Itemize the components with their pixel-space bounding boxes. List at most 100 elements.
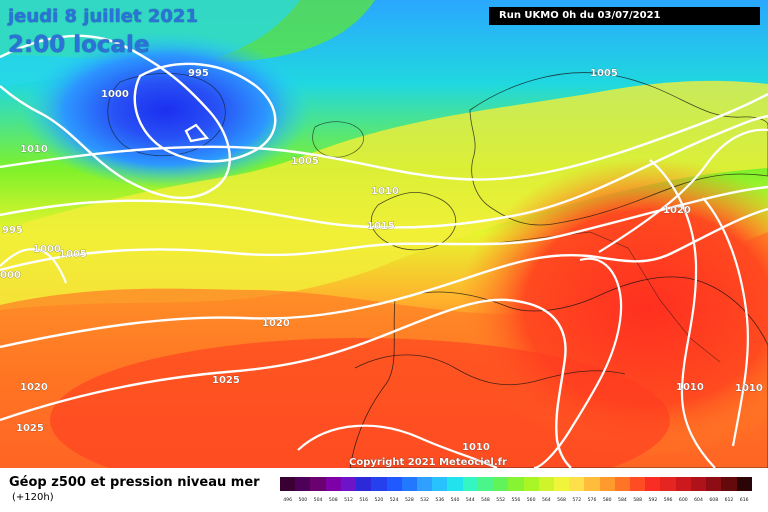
colorbar-tick-label: 588: [633, 498, 643, 503]
british-isles-coastline: [370, 191, 457, 251]
colorbar-swatch: [660, 477, 676, 491]
colorbar-tick-label: 568: [557, 498, 566, 503]
colorbar-swatch: [371, 477, 387, 491]
isobar-995-low: [133, 62, 277, 163]
colorbar-tick-label: 612: [724, 498, 734, 503]
colorbar-tick-label: 564: [541, 498, 551, 503]
colorbar-tick-label: 536: [435, 498, 445, 503]
label-1025-bottom-left: 1025: [16, 423, 44, 434]
colorbar-swatch: [462, 477, 478, 491]
colorbar-tick-label: 520: [374, 498, 384, 503]
forecast-local-time: 2:00 locale: [8, 32, 150, 58]
colorbar-swatch: [508, 477, 524, 491]
continental-europe-coastline: [349, 276, 768, 468]
label-1010-center: 1010: [371, 186, 399, 197]
colorbar-swatch: [584, 477, 600, 491]
map-canvas: 995 1000 1010 1005 1005 1010 1015 1020 9…: [0, 0, 768, 468]
colorbar-swatch: [493, 477, 509, 491]
label-995-edge: 995: [2, 225, 23, 236]
label-1000-edge: 1000: [33, 244, 61, 255]
label-1005-top-right: 1005: [590, 68, 618, 79]
colorbar-swatch: [340, 477, 357, 491]
colorbar-tick-label: 532: [420, 498, 429, 503]
isobar-1010-south: [297, 424, 498, 468]
label-1010-bottom-center: 1010: [462, 442, 490, 453]
yellow-geopotential-band: [0, 80, 768, 310]
label-1025-mid: 1025: [212, 375, 240, 386]
colorbar-swatch: [553, 477, 570, 491]
colorbar-tick-label: 504: [313, 498, 323, 503]
colorbar-tick-label: 500: [298, 498, 308, 503]
iceland-coastline: [312, 121, 365, 158]
colorbar-tick-label: 604: [694, 498, 703, 503]
label-000-edge: 000: [0, 270, 21, 281]
forecast-date: jeudi 8 juillet 2021: [8, 6, 198, 27]
isobar-1010-east: [649, 159, 716, 468]
colorbar-swatch: [690, 477, 707, 491]
colorbar-tick-label: 528: [404, 498, 414, 503]
colorbar-swatch: [386, 477, 402, 491]
scandinavia-coastline: [469, 72, 768, 226]
colorbar-swatch: [736, 477, 752, 491]
colorbar-tick-label: 580: [602, 498, 612, 503]
label-1020-mid-left: 1020: [262, 318, 290, 329]
blue-low-pressure-area: [21, 32, 311, 188]
colorbar-swatch: [538, 477, 554, 491]
isobar-1020-main: [0, 207, 768, 349]
label-1015-center: 1015: [367, 221, 395, 232]
label-995-top: 995: [188, 68, 209, 79]
colorbar-tick-label: 556: [511, 498, 521, 503]
legend-title: Géop z500 et pression niveau mer: [9, 475, 260, 490]
colorbar-swatch: [706, 477, 722, 491]
colorbar-swatch: [523, 477, 539, 491]
label-1005-center: 1005: [291, 156, 319, 167]
colorbar-tick-label: 616: [739, 498, 749, 503]
isobar-1015-main: [0, 185, 768, 272]
colorbar-tick-label: 544: [465, 498, 475, 503]
colorbar-tick-label: 584: [618, 498, 627, 503]
colorbar-swatch: [295, 477, 311, 491]
colorbar-tick-label: 552: [496, 498, 506, 503]
isobar-1010-south-east: [533, 257, 623, 468]
colorbar-swatch: [447, 477, 463, 491]
isobar-1000-north: [0, 34, 231, 200]
colorbar-tick-label: 596: [663, 498, 673, 503]
colorbar-swatch: [356, 477, 372, 491]
colorbar-swatch: [432, 477, 448, 491]
red-south-atlantic-area: [50, 338, 670, 468]
colorbar-swatch: [630, 477, 646, 491]
colorbar-tick-label: 608: [709, 498, 719, 503]
geopotential-colorbar: [280, 477, 752, 491]
colorbar-tick-label: 548: [481, 498, 490, 503]
copyright-label: Copyright 2021 Meteociel.fr: [349, 457, 507, 468]
label-1010-bottom-right-a: 1010: [676, 382, 704, 393]
greenland-coastline: [107, 72, 226, 157]
label-1005-west: 1005: [59, 249, 87, 260]
isobar-1020-east: [598, 128, 768, 253]
isobar-1005-main: [0, 92, 768, 181]
label-1000-left: 1000: [101, 89, 129, 100]
colorbar-swatch: [401, 477, 417, 491]
colorbar-swatch: [599, 477, 615, 491]
forecast-map: 995 1000 1010 1005 1005 1010 1015 1020 9…: [0, 0, 768, 468]
colorbar-tick-label: 524: [389, 498, 399, 503]
colorbar-tick-label: 540: [450, 498, 460, 503]
colorbar-swatch: [675, 477, 691, 491]
colorbar-swatch: [721, 477, 737, 491]
isobar-1010-far-east: [702, 197, 750, 447]
colorbar-tick-label: 592: [648, 498, 658, 503]
model-run-label: Run UKMO 0h du 03/07/2021: [489, 7, 760, 25]
forecast-hour-label: (+120h): [12, 492, 54, 503]
geopotential-colorbar-labels: 496 500 504 508 512 516 520 524 528 532 536 540 544 5…: [280, 496, 752, 506]
mediterranean-coastline: [354, 354, 626, 386]
colorbar-swatch: [280, 477, 296, 491]
colorbar-tick-label: 572: [572, 498, 582, 503]
colorbar-swatch: [569, 477, 585, 491]
isobar-1025-main: [0, 298, 572, 468]
colorbar-tick-label: 560: [526, 498, 536, 503]
colorbar-tick-label: 600: [678, 498, 688, 503]
colorbar-tick-label: 508: [328, 498, 338, 503]
isobar-1010-main: [0, 114, 768, 229]
colorbar-swatch: [416, 477, 433, 491]
